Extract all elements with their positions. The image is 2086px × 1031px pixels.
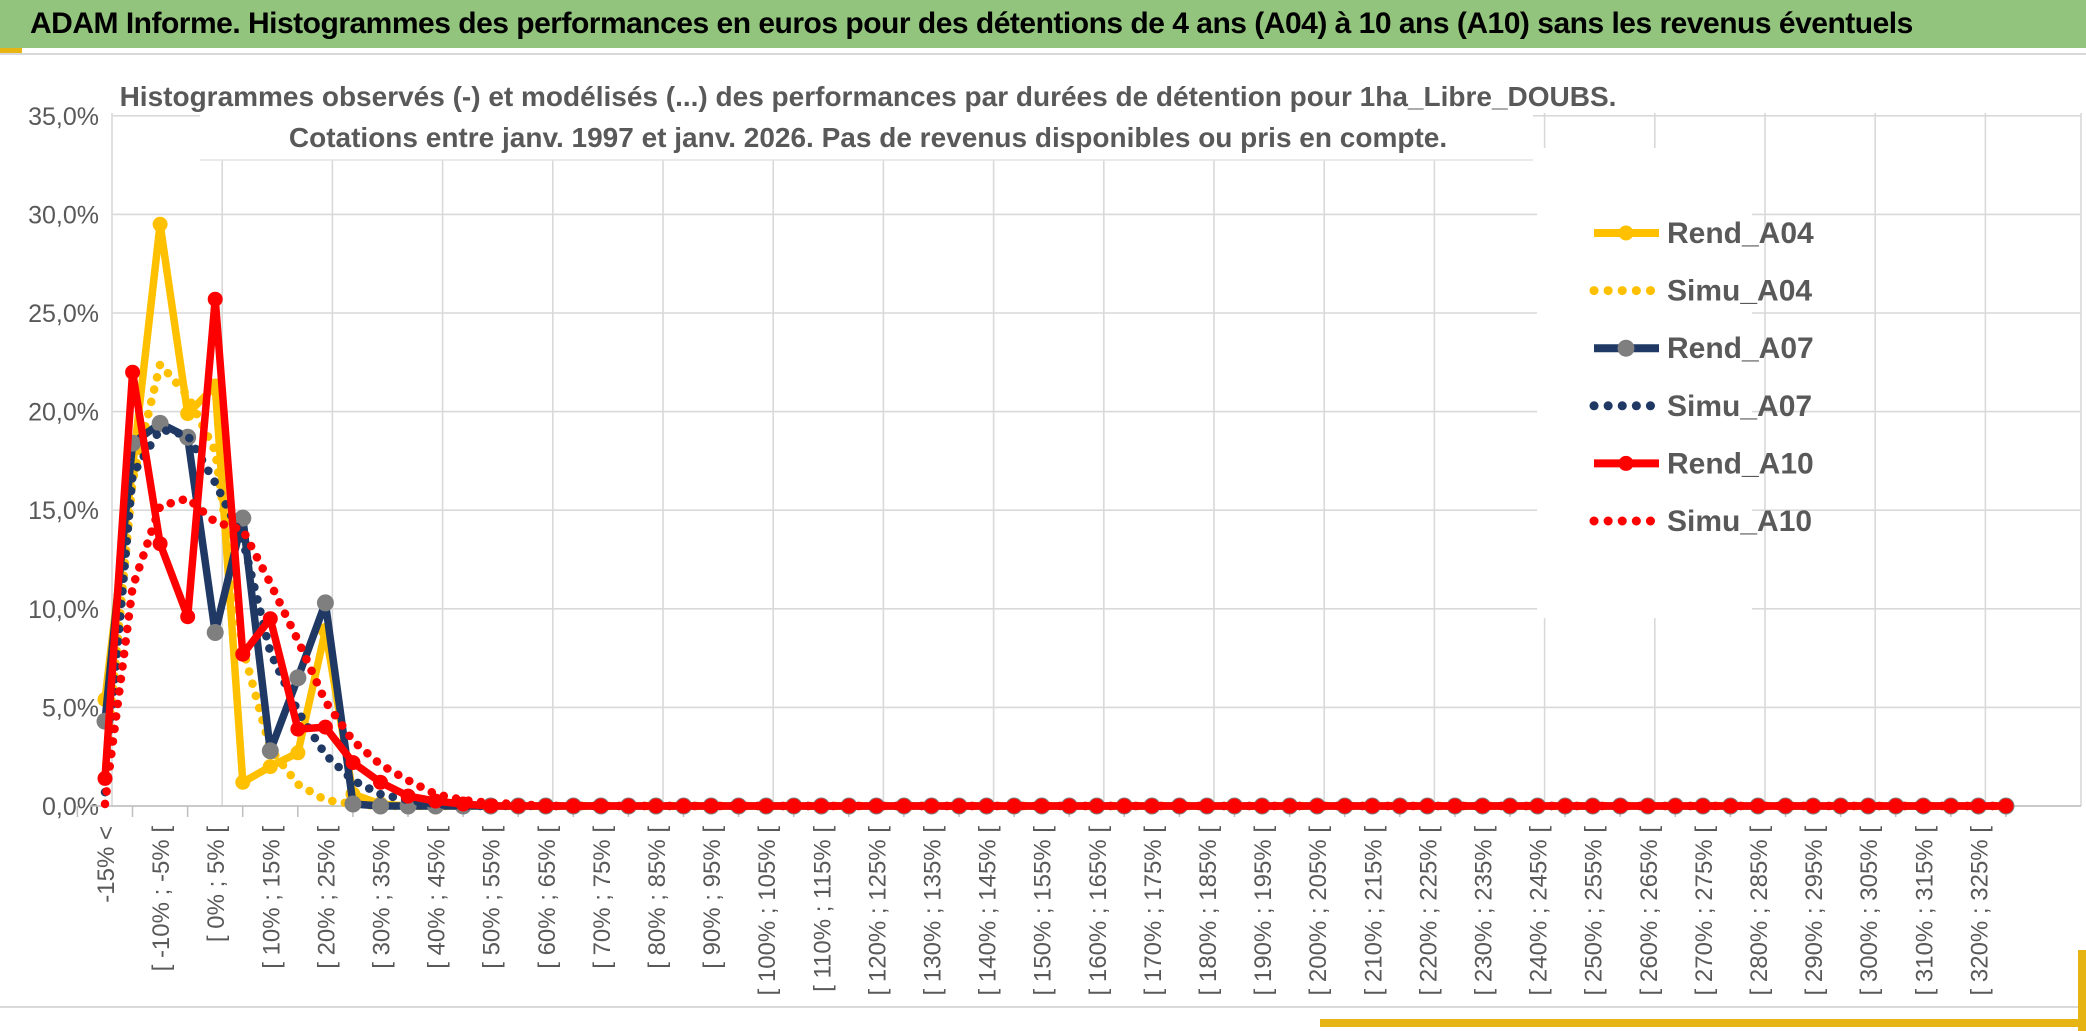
legend-item-Rend_A10: Rend_A10	[1594, 447, 1814, 480]
x-axis-label: [ 170% ; 175% [	[1140, 826, 1167, 996]
gold-accent-bottom	[1320, 1019, 2086, 1027]
legend-item-Simu_A07: Simu_A07	[1589, 390, 1812, 423]
x-axis-label: [ 40% ; 45% [	[424, 826, 451, 969]
legend-label: Simu_A04	[1667, 275, 1812, 308]
x-axis-label: [ 280% ; 285% [	[1746, 826, 1773, 996]
legend-label: Rend_A04	[1667, 217, 1814, 250]
chart-title: Histogrammes observés (-) et modélisés (…	[120, 81, 1617, 153]
sheet-header-title: ADAM Informe. Histogrammes des performan…	[0, 0, 2086, 48]
x-axis-label: [ 60% ; 65% [	[534, 826, 561, 969]
x-axis-label: [ 160% ; 165% [	[1085, 826, 1112, 996]
x-axis-label: [ 120% ; 125% [	[864, 826, 891, 996]
gold-accent-top-left	[0, 48, 22, 55]
x-axis-label: [ 270% ; 275% [	[1691, 826, 1718, 996]
legend-item-Rend_A04: Rend_A04	[1594, 217, 1814, 250]
svg-text:10,0%: 10,0%	[28, 596, 99, 624]
series-Simu_A10	[100, 494, 2011, 811]
x-axis-label: [ 310% ; 315% [	[1911, 826, 1938, 996]
x-axis-label: -15% <	[93, 826, 120, 903]
legend-label: Simu_A07	[1667, 390, 1812, 423]
x-axis-label: [ 50% ; 55% [	[479, 826, 506, 969]
x-axis-label: [ 180% ; 185% [	[1195, 826, 1222, 996]
x-axis-label: [ 90% ; 95% [	[699, 826, 726, 969]
legend: Rend_A04 Simu_A04 Rend_A07 Simu_A07 Rend_A10…	[1589, 217, 1814, 538]
x-axis-label: [ 300% ; 305% [	[1856, 826, 1883, 996]
x-axis-labels: -15% < [ -10% ; -5% [ [ 0% ; 5% [ [ 10% ; 1…	[93, 826, 1993, 996]
x-axis-label: [ 200% ; 205% [	[1305, 826, 1332, 996]
y-axis-labels: 0,0% 5,0% 10,0% 15,0% 20,0% 25,0% 30,0% 35,0%	[28, 103, 99, 821]
gold-accent-right	[2078, 950, 2086, 1031]
x-axis-label: [ 250% ; 255% [	[1581, 826, 1608, 996]
svg-text:20,0%: 20,0%	[28, 399, 99, 427]
chart-title-background	[200, 56, 1533, 160]
header-divider	[0, 53, 2086, 55]
series-plot-area	[96, 216, 2015, 815]
x-axis-label: [ 320% ; 325% [	[1966, 826, 1993, 996]
x-axis-label: [ 110% ; 115% [	[809, 826, 836, 992]
svg-text:15,0%: 15,0%	[28, 497, 99, 525]
legend-item-Rend_A07: Rend_A07	[1594, 332, 1814, 365]
x-axis-label: [ 70% ; 75% [	[589, 826, 616, 969]
legend-item-Simu_A10: Simu_A10	[1589, 505, 1812, 538]
legend-item-Simu_A04: Simu_A04	[1589, 275, 1812, 308]
x-axis-label: [ -10% ; -5% [	[148, 826, 175, 972]
x-axis-label: [ 190% ; 195% [	[1250, 826, 1277, 996]
x-axis-label: [ 100% ; 105% [	[754, 826, 781, 996]
x-axis-label: [ 30% ; 35% [	[369, 826, 396, 969]
x-axis-label: [ 0% ; 5% [	[203, 826, 230, 942]
svg-text:25,0%: 25,0%	[28, 300, 99, 328]
svg-text:5,0%: 5,0%	[42, 694, 99, 722]
x-axis-label: [ 20% ; 25% [	[313, 826, 340, 969]
x-axis-label: [ 260% ; 265% [	[1636, 826, 1663, 996]
legend-label: Simu_A10	[1667, 505, 1812, 538]
sheet-bottom-divider	[0, 1006, 2086, 1008]
legend-label: Rend_A07	[1667, 332, 1814, 365]
x-axis-label: [ 210% ; 215% [	[1360, 826, 1387, 996]
x-axis-label: [ 80% ; 85% [	[644, 826, 671, 969]
svg-text:0,0%: 0,0%	[42, 793, 99, 821]
svg-text:35,0%: 35,0%	[28, 103, 99, 131]
x-axis-label: [ 230% ; 235% [	[1471, 826, 1498, 996]
svg-text:Histogrammes observés (-) et m: Histogrammes observés (-) et modélisés (…	[120, 81, 1617, 112]
x-axis-label: [ 140% ; 145% [	[975, 826, 1002, 996]
x-axis-label: [ 10% ; 15% [	[258, 826, 285, 969]
svg-text:Cotations entre janv. 1997 et: Cotations entre janv. 1997 et janv. 2026…	[289, 122, 1447, 153]
legend-background	[1537, 148, 1752, 618]
x-axis-label: [ 220% ; 225% [	[1415, 826, 1442, 996]
x-axis-label: [ 130% ; 135% [	[920, 826, 947, 996]
x-axis-label: [ 290% ; 295% [	[1801, 826, 1828, 996]
legend-label: Rend_A10	[1667, 447, 1814, 480]
x-axis-label: [ 240% ; 245% [	[1526, 826, 1553, 996]
svg-text:30,0%: 30,0%	[28, 201, 99, 229]
x-axis-label: [ 150% ; 155% [	[1030, 826, 1057, 996]
